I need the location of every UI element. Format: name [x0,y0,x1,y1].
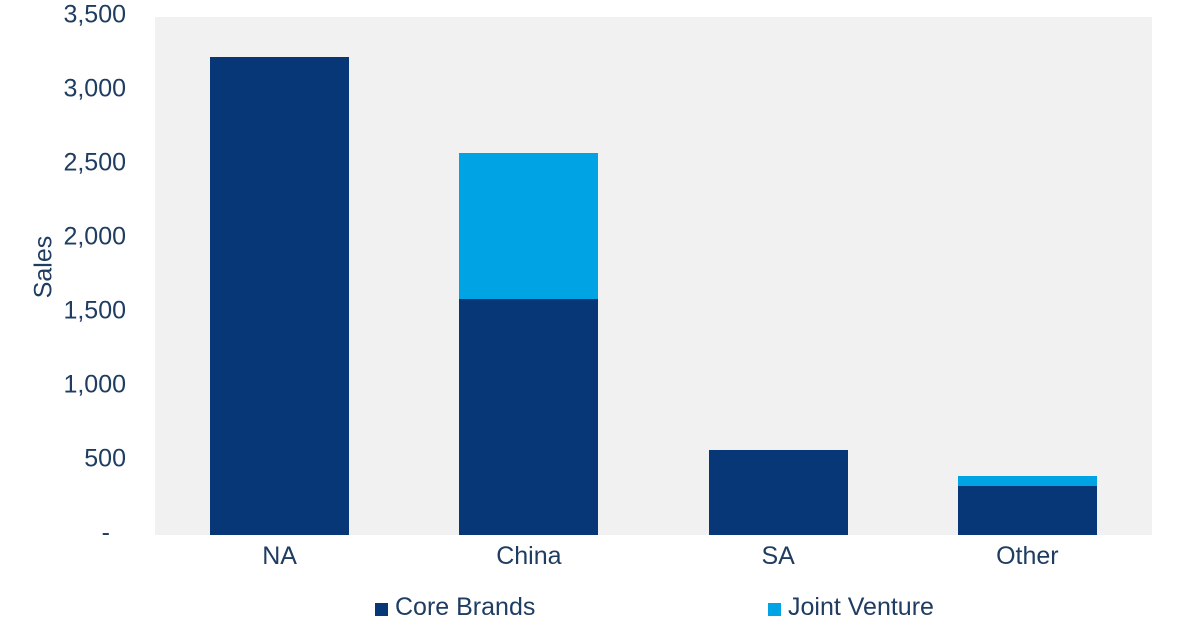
legend-item-joint-venture: Joint Venture [768,594,934,621]
bar-china-core-brands [459,298,599,535]
legend-swatch-core-brands [375,603,388,616]
x-category-label-na: NA [262,542,297,570]
y-tick-label-3000: 3,000 [63,74,126,103]
bar-other-core-brands [957,485,1097,535]
y-axis-title: Sales [29,235,58,299]
y-tick-label-2500: 2,500 [63,148,126,177]
x-category-label-sa: SA [761,542,795,570]
y-tick-label-3500: 3,500 [63,0,126,29]
y-tick-label-1000: 1,000 [63,370,126,399]
y-tick-label-2000: 2,000 [63,222,126,251]
x-category-label-other: Other [996,542,1059,570]
legend-label-joint-venture: Joint Venture [788,593,934,621]
x-category-label-china: China [496,542,562,570]
legend-item-core-brands: Core Brands [375,594,535,621]
bar-na-core-brands [210,56,350,535]
bar-other-joint-venture [957,475,1097,486]
y-tick-label-1500: 1,500 [63,296,126,325]
bar-sa-core-brands [708,450,848,535]
legend-swatch-joint-venture [768,603,781,616]
legend-label-core-brands: Core Brands [395,593,536,621]
y-tick-label-0: - [101,518,110,547]
bar-china-joint-venture [459,152,599,299]
y-tick-label-500: 500 [84,444,126,473]
